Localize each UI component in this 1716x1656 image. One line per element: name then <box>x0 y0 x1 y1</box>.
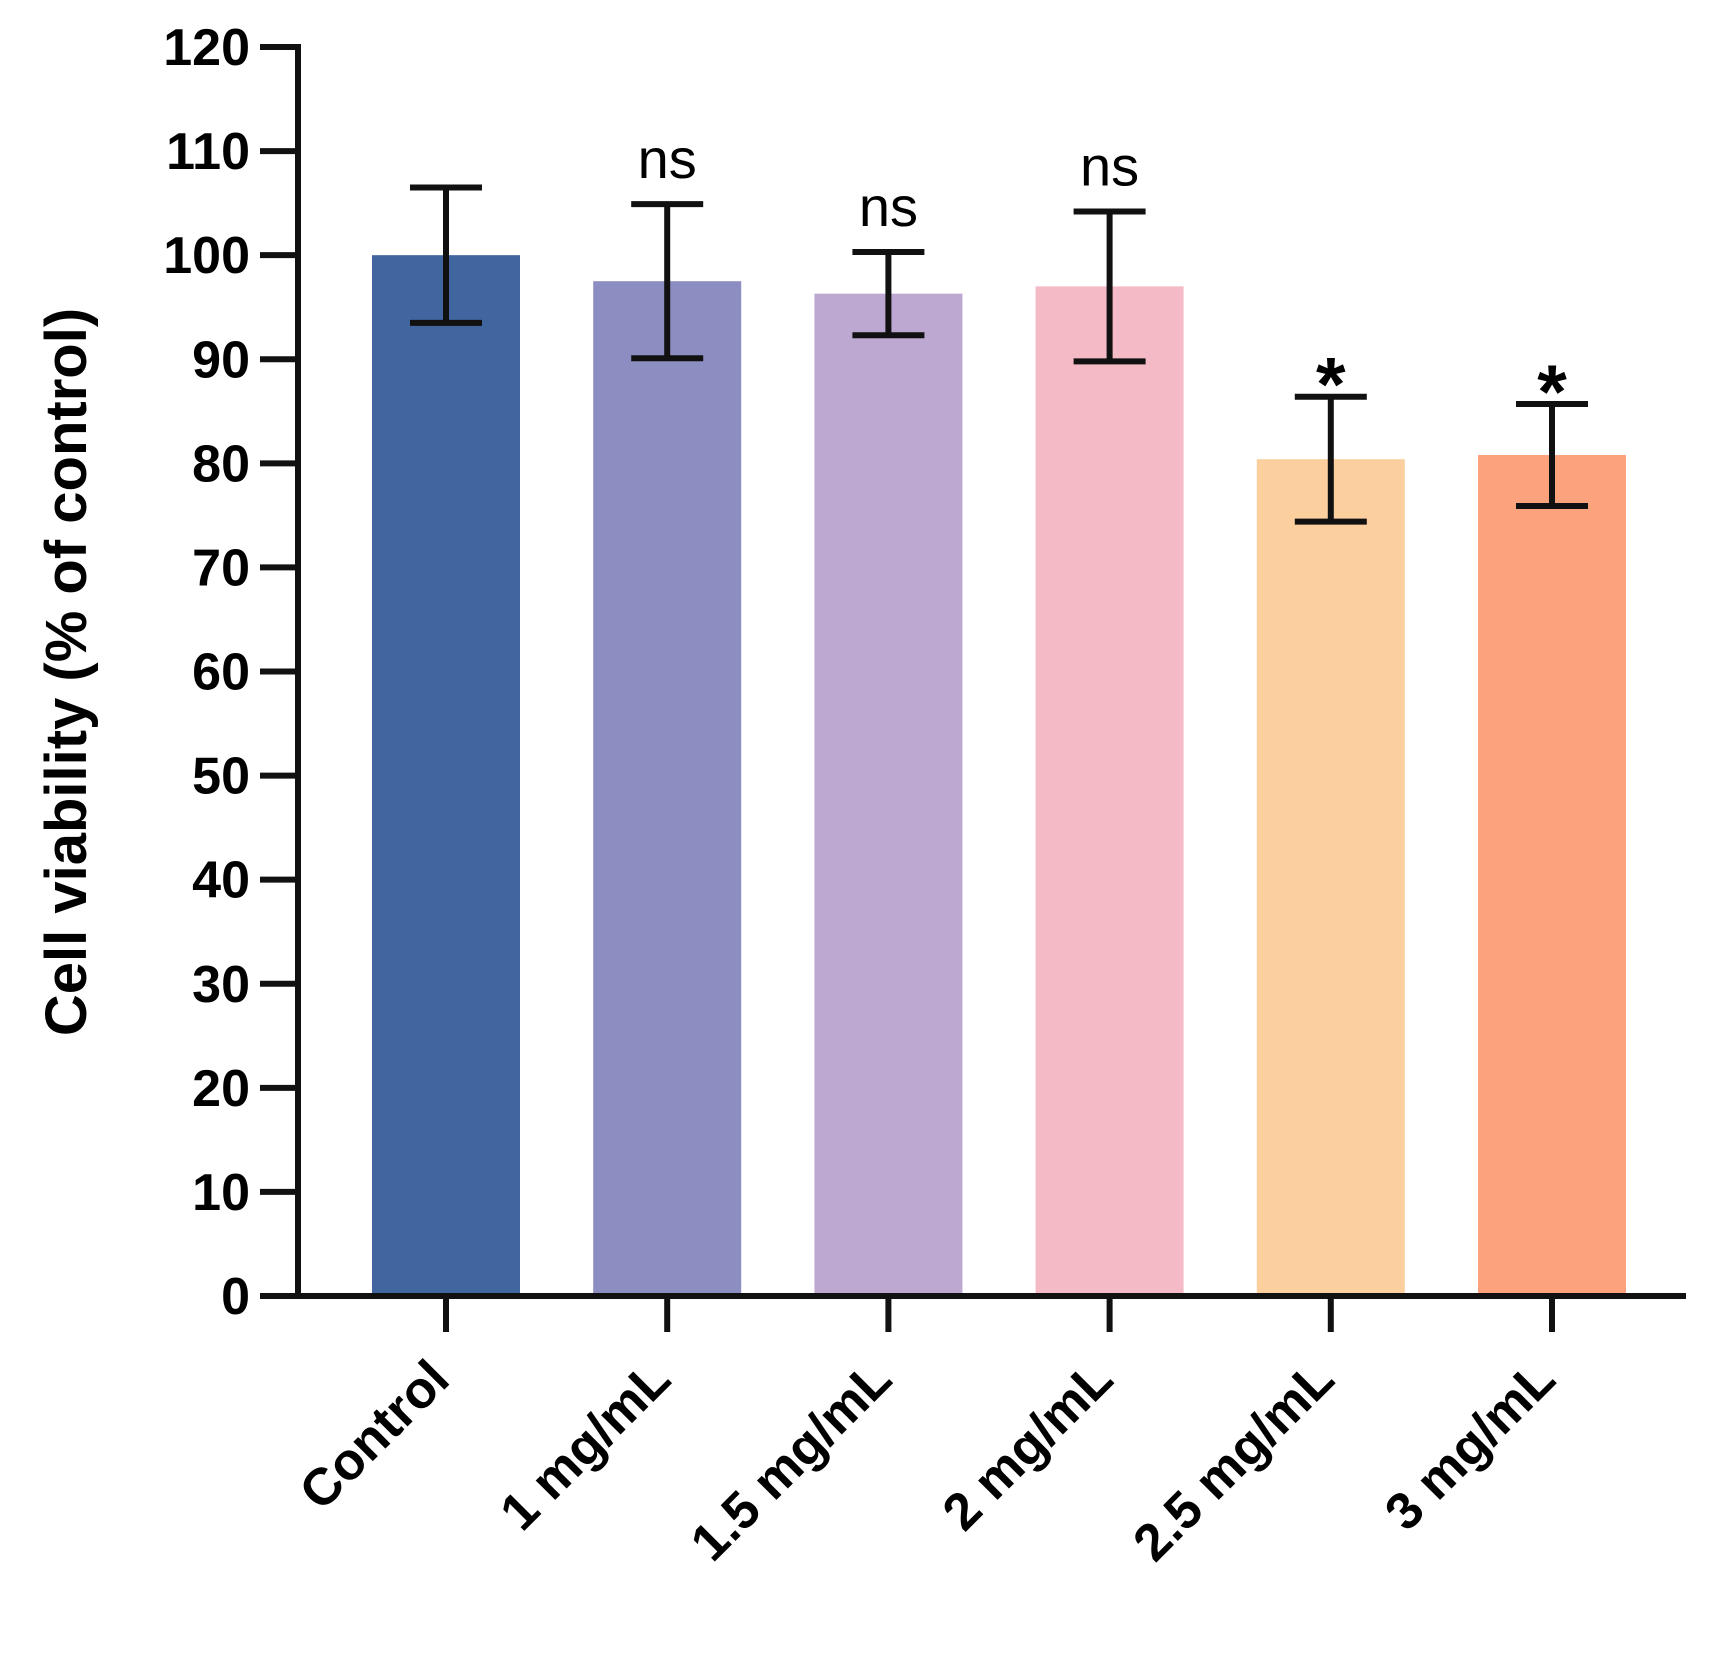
significance-label-6: * <box>1537 350 1567 435</box>
error-bar-1 <box>410 184 482 326</box>
annotations-layer: ns ns ns * * <box>638 127 1568 435</box>
y-tick-label-110: 110 <box>166 123 250 181</box>
error-bar-6 <box>1516 401 1588 510</box>
y-tick-label-10: 10 <box>192 1164 250 1222</box>
x-tick-label-5: 2.5 mg/mL <box>1122 1349 1345 1572</box>
y-tick-label-60: 60 <box>192 644 250 702</box>
significance-label-3: ns <box>859 175 918 238</box>
bar-2 <box>593 281 742 1296</box>
error-bar-2 <box>631 201 704 362</box>
y-tick-label-80: 80 <box>192 435 250 493</box>
y-tick-label-30: 30 <box>192 956 250 1014</box>
bar-6 <box>1478 455 1626 1296</box>
error-bars-layer <box>410 184 1588 525</box>
y-tick-label-120: 120 <box>163 19 250 77</box>
x-tick-label-2: 1 mg/mL <box>489 1349 681 1541</box>
error-bar-4 <box>1073 208 1146 365</box>
bar-4 <box>1035 286 1184 1296</box>
y-tick-label-50: 50 <box>192 748 250 806</box>
y-tick-label-90: 90 <box>192 331 250 389</box>
bar-1 <box>372 255 520 1297</box>
x-tick-label-4: 2 mg/mL <box>932 1349 1124 1541</box>
x-tick-label-3: 1.5 mg/mL <box>680 1349 903 1572</box>
y-tick-label-20: 20 <box>192 1060 250 1118</box>
significance-label-5: * <box>1316 343 1346 428</box>
y-tick-label-100: 100 <box>163 227 250 285</box>
error-bar-3 <box>852 249 925 339</box>
x-tick-label-6: 3 mg/mL <box>1374 1349 1566 1541</box>
y-tick-label-40: 40 <box>192 852 250 910</box>
y-tick-label-70: 70 <box>192 539 250 597</box>
y-axis-title: Cell viability (% of control) <box>34 308 99 1036</box>
axes-layer <box>260 44 1686 1332</box>
y-axis-title-group: Cell viability (% of control) <box>34 308 99 1036</box>
bar-5 <box>1256 459 1405 1296</box>
bar-3 <box>814 293 963 1296</box>
y-tick-label-0: 0 <box>221 1268 250 1326</box>
bars-layer <box>372 255 1626 1297</box>
significance-label-4: ns <box>1080 134 1139 197</box>
error-bar-5 <box>1294 393 1367 525</box>
significance-label-2: ns <box>638 127 697 190</box>
x-tick-label-1: Control <box>289 1349 461 1521</box>
